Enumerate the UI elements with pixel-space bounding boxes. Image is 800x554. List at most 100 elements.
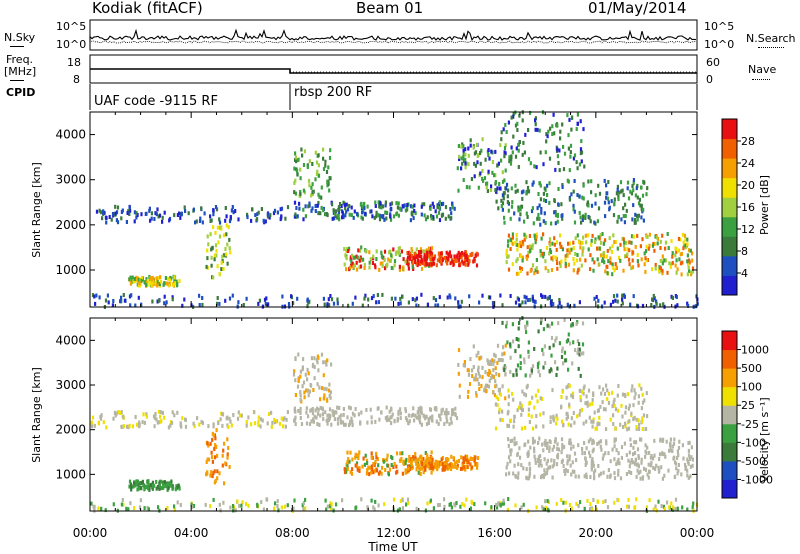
velocity-echo-cell: [358, 450, 361, 455]
power-echo-cell: [573, 179, 576, 183]
velocity-echo-cell: [212, 424, 215, 429]
power-echo-cell: [597, 206, 601, 211]
velocity-echo-cell: [570, 393, 573, 398]
velocity-echo-cell: [565, 339, 568, 344]
power-echo-cell: [215, 253, 218, 258]
power-echo-cell: [408, 254, 411, 259]
velocity-echo-cell: [283, 504, 287, 509]
power-echo-cell: [420, 212, 423, 217]
velocity-echo-cell: [219, 508, 222, 513]
velocity-echo-cell: [457, 362, 460, 367]
velocity-echo-cell: [537, 463, 540, 468]
velocity-echo-cell: [395, 470, 398, 475]
velocity-echo-cell: [327, 417, 330, 422]
velocity-echo-cell: [457, 371, 460, 376]
velocity-echo-cell: [531, 364, 535, 369]
freq-tick-left-top: 18: [67, 56, 81, 69]
velocity-echo-cell: [228, 465, 231, 469]
velocity-echo-cell: [294, 409, 297, 414]
velocity-echo-cell: [600, 447, 603, 452]
power-echo-cell: [596, 257, 599, 262]
power-echo-cell: [671, 251, 674, 256]
power-echo-cell: [546, 183, 549, 188]
velocity-echo-cell: [153, 483, 156, 488]
power-echo-cell: [534, 268, 537, 273]
power-echo-cell: [451, 205, 454, 210]
velocity-echo-cell: [473, 502, 476, 507]
velocity-echo-cell: [293, 406, 296, 411]
power-echo-cell: [571, 115, 574, 120]
velocity-echo-cell: [330, 502, 333, 507]
velocity-echo-cell: [575, 501, 578, 506]
velocity-echo-cell: [493, 352, 496, 357]
power-echo-cell: [293, 181, 296, 185]
velocity-echo-cell: [625, 453, 628, 458]
velocity-echo-cell: [346, 415, 349, 420]
power-echo-cell: [384, 210, 387, 215]
power-echo-cell: [453, 206, 456, 211]
power-echo-cell: [377, 300, 380, 305]
power-echo-cell: [300, 147, 303, 152]
power-echo-cell: [593, 296, 596, 301]
power-echo-cell: [624, 254, 627, 259]
power-echo-cell: [322, 147, 325, 152]
velocity-echo-cell: [329, 390, 332, 395]
power-echo-cell: [314, 209, 317, 213]
power-echo-cell: [517, 271, 520, 276]
power-echo-cell: [556, 123, 559, 128]
power-echo-cell: [491, 301, 495, 306]
power-echo-cell: [95, 209, 99, 214]
velocity-echo-cell: [445, 408, 448, 413]
power-y-tick-label: 3000: [55, 173, 86, 187]
velocity-echo-cell: [299, 390, 302, 395]
power-echo-cell: [397, 213, 400, 218]
power-echo-cell: [269, 213, 272, 218]
power-echo-cell: [579, 215, 582, 220]
power-echo-cell: [573, 153, 577, 158]
velocity-echo-cell: [380, 471, 383, 476]
velocity-echo-cell: [456, 465, 459, 470]
velocity-echo-cell: [166, 506, 169, 510]
power-echo-cell: [415, 247, 418, 252]
velocity-echo-cell: [596, 442, 599, 446]
velocity-echo-cell: [531, 436, 535, 441]
velocity-echo-cell: [158, 486, 161, 491]
velocity-echo-cell: [308, 422, 312, 427]
power-echo-cell: [355, 254, 358, 259]
power-echo-cell: [557, 202, 560, 207]
velocity-echo-cell: [563, 350, 567, 355]
velocity-echo-cell: [600, 391, 603, 396]
power-echo-cell: [575, 160, 578, 165]
power-echo-cell: [363, 262, 366, 267]
power-echo-cell: [272, 211, 276, 216]
power-echo-cell: [631, 258, 634, 263]
velocity-echo-cell: [562, 423, 565, 428]
power-echo-cell: [689, 248, 692, 253]
power-echo-cell: [534, 122, 537, 127]
power-echo-cell: [214, 230, 217, 235]
velocity-echo-cell: [556, 447, 559, 451]
power-echo-cell: [350, 213, 353, 218]
velocity-echo-cell: [555, 373, 558, 377]
velocity-echo-cell: [351, 467, 354, 472]
velocity-echo-cell: [418, 463, 421, 468]
velocity-echo-cell: [577, 347, 580, 352]
power-echo-cell: [361, 216, 364, 221]
velocity-echo-cell: [501, 358, 504, 363]
velocity-echo-cell: [587, 388, 591, 393]
power-echo-cell: [687, 262, 690, 267]
velocity-echo-cell: [520, 403, 523, 408]
power-echo-cell: [505, 130, 508, 134]
power-echo-cell: [120, 216, 123, 221]
power-echo-cell: [135, 211, 138, 216]
velocity-echo-cell: [462, 456, 465, 461]
power-echo-cell: [616, 299, 619, 304]
velocity-echo-cell: [561, 443, 564, 447]
nsearch-label: N.Search: [746, 32, 796, 45]
power-echo-cell: [460, 166, 463, 171]
power-echo-cell: [461, 161, 464, 166]
velocity-echo-cell: [389, 415, 392, 420]
power-echo-cell: [677, 248, 681, 253]
power-echo-cell: [623, 293, 626, 298]
power-echo-cell: [345, 267, 348, 272]
